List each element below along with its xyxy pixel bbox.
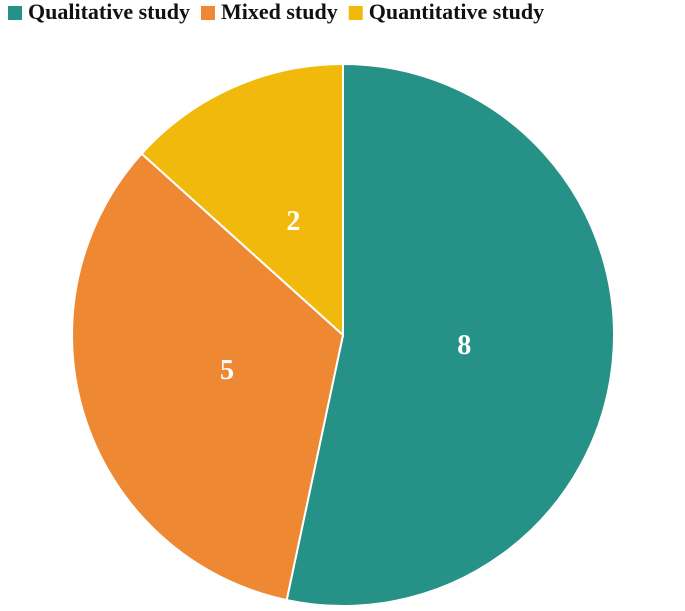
legend-label: Mixed study [221, 0, 338, 24]
legend-swatch [200, 6, 215, 20]
data-label: 5 [220, 355, 234, 386]
legend-swatch [348, 6, 363, 20]
pie-slice [71, 152, 345, 602]
pie-slice [140, 62, 344, 338]
legend-label: Quantitative study [369, 0, 544, 24]
pie-slice [285, 62, 615, 607]
legend-swatch [8, 6, 22, 20]
data-label: 8 [457, 330, 471, 361]
data-label: 2 [286, 206, 300, 237]
legend-label: Qualitative study [28, 0, 190, 24]
